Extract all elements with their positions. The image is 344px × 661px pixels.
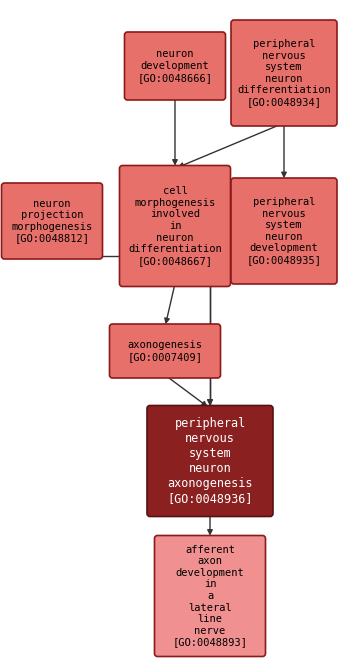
Text: axonogenesis
[GO:0007409]: axonogenesis [GO:0007409] xyxy=(128,340,203,362)
FancyBboxPatch shape xyxy=(154,535,266,656)
Text: peripheral
nervous
system
neuron
axonogenesis
[GO:0048936]: peripheral nervous system neuron axonoge… xyxy=(167,417,253,505)
Text: peripheral
nervous
system
neuron
development
[GO:0048935]: peripheral nervous system neuron develop… xyxy=(247,197,322,265)
FancyBboxPatch shape xyxy=(231,178,337,284)
Text: neuron
projection
morphogenesis
[GO:0048812]: neuron projection morphogenesis [GO:0048… xyxy=(11,198,93,243)
FancyBboxPatch shape xyxy=(125,32,226,100)
Text: peripheral
nervous
system
neuron
differentiation
[GO:0048934]: peripheral nervous system neuron differe… xyxy=(237,39,331,107)
FancyBboxPatch shape xyxy=(231,20,337,126)
Text: afferent
axon
development
in
a
lateral
line
nerve
[GO:0048893]: afferent axon development in a lateral l… xyxy=(172,545,247,647)
FancyBboxPatch shape xyxy=(109,324,221,378)
FancyBboxPatch shape xyxy=(119,165,230,286)
Text: neuron
development
[GO:0048666]: neuron development [GO:0048666] xyxy=(138,50,213,83)
Text: cell
morphogenesis
involved
in
neuron
differentiation
[GO:0048667]: cell morphogenesis involved in neuron di… xyxy=(128,186,222,266)
FancyBboxPatch shape xyxy=(1,183,103,259)
FancyBboxPatch shape xyxy=(147,405,273,516)
